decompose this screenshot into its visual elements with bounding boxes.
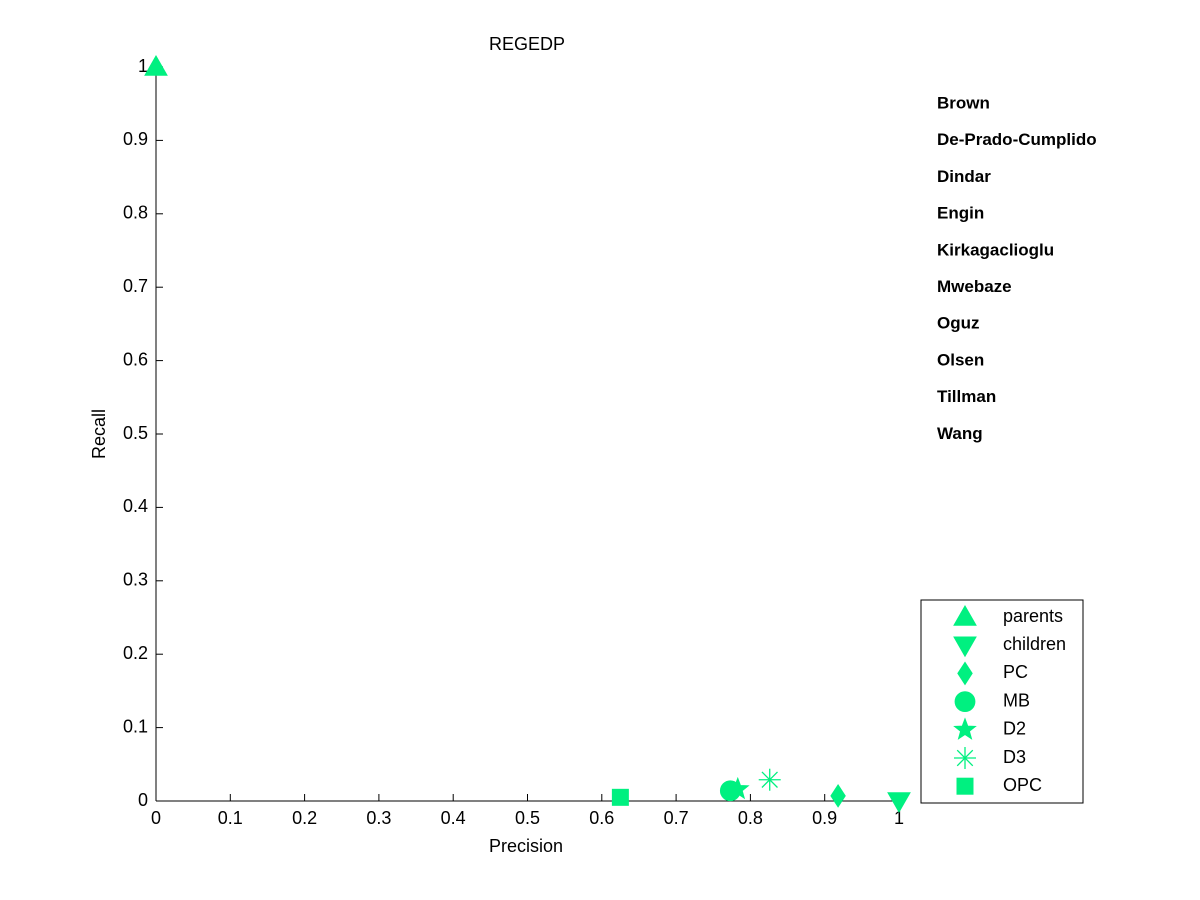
y-axis-label: Recall	[89, 409, 109, 459]
chart-title: REGEDP	[489, 34, 565, 54]
color-key-label: De-Prado-Cumplido	[937, 130, 1097, 149]
data-point	[887, 792, 911, 814]
y-tick-label: 1	[138, 56, 148, 76]
y-tick-label: 0.8	[123, 203, 148, 223]
data-point	[144, 54, 168, 76]
legend-marker	[953, 717, 977, 740]
y-tick-label: 0.7	[123, 276, 148, 296]
y-tick-label: 0.5	[123, 423, 148, 443]
legend-label: OPC	[1003, 775, 1042, 795]
color-key-label: Wang	[937, 424, 983, 443]
color-key-label: Tillman	[937, 387, 996, 406]
legend-marker	[957, 661, 973, 686]
x-tick-label: 0.4	[441, 808, 466, 828]
x-tick-label: 0.5	[515, 808, 540, 828]
legend-label: children	[1003, 634, 1066, 654]
legend-label: PC	[1003, 662, 1028, 682]
legend-marker	[954, 691, 976, 712]
legend-label: D2	[1003, 719, 1026, 739]
legend-marker	[953, 604, 977, 626]
legend-marker-stroke	[956, 749, 974, 767]
x-tick-label: 0.7	[664, 808, 689, 828]
x-tick-label: 0.9	[812, 808, 837, 828]
legend-box	[920, 599, 1084, 804]
x-tick-label: 0.6	[589, 808, 614, 828]
y-tick-label: 0.3	[123, 570, 148, 590]
x-tick-label: 0	[151, 808, 161, 828]
data-point	[830, 783, 846, 808]
y-tick-label: 0.2	[123, 643, 148, 663]
data-point	[725, 776, 750, 800]
legend-label: D3	[1003, 747, 1026, 767]
x-tick-label: 0.3	[366, 808, 391, 828]
data-point-stroke	[761, 771, 778, 788]
y-tick-label: 0.4	[123, 496, 148, 516]
color-key-label: Olsen	[937, 350, 984, 369]
x-tick-label: 1	[894, 808, 904, 828]
color-key-label: Engin	[937, 204, 984, 223]
color-key-label: Oguz	[937, 314, 980, 333]
y-tick-label: 0.9	[123, 129, 148, 149]
x-tick-label: 0.8	[738, 808, 763, 828]
legend-label: parents	[1003, 606, 1063, 626]
x-tick-label: 0.1	[218, 808, 243, 828]
legend-label: MB	[1003, 690, 1030, 710]
legend-marker	[953, 636, 977, 658]
x-axis-label: Precision	[489, 836, 563, 856]
y-tick-label: 0	[138, 790, 148, 810]
color-key-label: Brown	[937, 93, 990, 112]
y-tick-label: 0.1	[123, 716, 148, 736]
color-key-label: Kirkagaclioglu	[937, 240, 1054, 259]
color-key-label: Mwebaze	[937, 277, 1012, 296]
y-tick-label: 0.6	[123, 349, 148, 369]
color-key-label: Dindar	[937, 167, 991, 186]
legend-marker	[954, 747, 976, 769]
data-point	[758, 768, 781, 791]
x-tick-label: 0.2	[292, 808, 317, 828]
legend-marker	[956, 777, 974, 795]
data-point	[611, 788, 629, 806]
